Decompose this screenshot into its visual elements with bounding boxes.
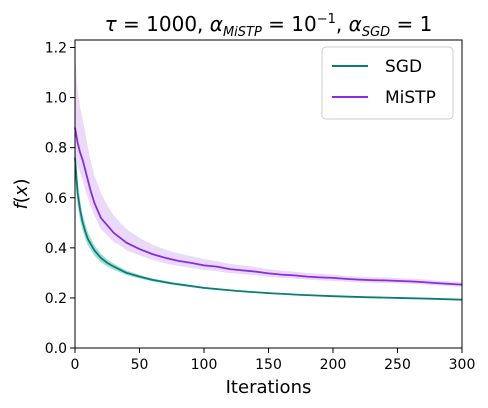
title-alpha1-sub: MiSTP [223,25,262,40]
y-axis-title: f(x) [11,178,32,209]
title-alpha1-exp: −1 [317,12,336,27]
x-tick-label: 250 [384,357,411,373]
title-alpha2-value: = 1 [390,12,432,36]
legend: SGD MiSTP [321,46,454,120]
y-tick-label: 0.2 [45,291,67,307]
x-tick-label: 150 [255,357,282,373]
title-tau: τ [105,12,118,36]
title-alpha2-sub: SGD [362,25,390,40]
y-tick-label: 0.0 [45,341,67,357]
legend-label-mistp: MiSTP [385,88,436,108]
series-line-mistp [74,127,463,286]
ylabel-x: x [11,185,32,197]
series-lines [74,127,463,301]
y-tick-label: 0.6 [45,191,67,207]
ylabel-f: f [11,201,32,210]
y-tick-label: 1.0 [45,91,67,107]
title-alpha1-value: = 10 [262,12,317,36]
title-alpha1: α [210,12,223,36]
x-axis-ticks: 0 50 100 150 200 250 300 [71,348,476,373]
y-axis-ticks: 0.0 0.2 0.4 0.6 0.8 1.0 1.2 [45,41,75,357]
title-sep: , [336,12,349,36]
title-alpha2: α [349,12,362,36]
x-tick-label: 300 [449,357,476,373]
x-tick-label: 50 [131,357,149,373]
y-tick-label: 1.2 [45,41,67,57]
y-tick-label: 0.4 [45,241,67,257]
ylabel-close: ) [11,178,32,185]
chart-title: τ = 1000, αMiSTP = 10−1, αSGD = 1 [105,12,433,40]
ylabel-open: ( [11,196,32,203]
x-axis-title: Iterations [226,377,312,398]
x-tick-label: 0 [71,357,80,373]
legend-label-sgd: SGD [385,57,422,77]
x-tick-label: 100 [191,357,218,373]
y-tick-label: 0.8 [45,141,67,157]
series-line-sgd [74,157,463,301]
title-tau-value: = 1000, [117,12,210,36]
x-tick-label: 200 [320,357,347,373]
